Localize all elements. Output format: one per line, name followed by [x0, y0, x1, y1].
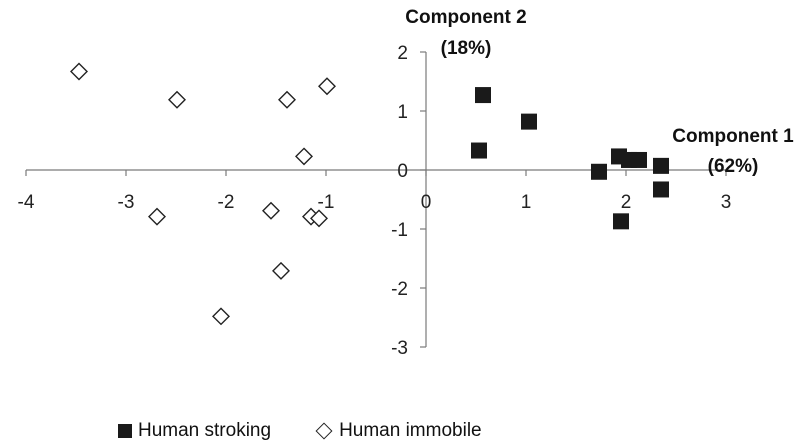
stroking-point [613, 213, 629, 230]
tick-labels: -4 -3 -2 -1 0 1 2 3 2 1 0 -1 -2 -3 [18, 43, 732, 359]
immobile-point [310, 209, 328, 228]
immobile-point [70, 62, 88, 81]
filled-square-marker-icon [118, 424, 132, 438]
immobile-point [168, 90, 186, 109]
stroking-point [471, 142, 487, 159]
y-tick-label: -2 [391, 279, 408, 300]
stroking-point [475, 87, 491, 104]
legend: Human stroking Human immobile [118, 420, 482, 442]
immobile-point [318, 77, 336, 96]
legend-item-stroking: Human stroking [118, 420, 271, 442]
stroking-point [653, 181, 669, 198]
x-tick-label: -2 [218, 192, 235, 213]
y-tick-label: 2 [397, 43, 408, 64]
stroking-point [631, 151, 647, 168]
x-tick-label: -3 [118, 192, 135, 213]
legend-label-stroking: Human stroking [138, 420, 272, 441]
stroking-point [591, 163, 607, 180]
legend-item-immobile: Human immobile [315, 420, 482, 442]
x-tick-label: 1 [521, 192, 532, 213]
x-tick-label: 3 [721, 192, 732, 213]
y-tick-label: 1 [397, 102, 408, 123]
y-tick-label: -3 [391, 338, 408, 359]
x-axis-title-line1: Component 1 [672, 126, 794, 147]
data-points [70, 62, 669, 326]
x-axis-title-line2: (62%) [708, 156, 759, 177]
stroking-point [521, 113, 537, 130]
immobile-point [148, 207, 166, 226]
y-tick-label: -1 [391, 220, 408, 241]
y-axis-title-line2: (18%) [441, 38, 492, 59]
x-tick-label: -1 [318, 192, 335, 213]
y-tick-label: 0 [397, 161, 408, 182]
x-tick-label: -4 [18, 192, 35, 213]
immobile-point [295, 147, 313, 166]
x-tick-label: 0 [421, 192, 432, 213]
axes [25, 51, 727, 348]
immobile-point [278, 90, 296, 109]
open-diamond-marker-icon [315, 422, 333, 440]
immobile-point [212, 307, 230, 326]
x-tick-label: 2 [621, 192, 632, 213]
legend-label-immobile: Human immobile [339, 420, 482, 441]
stroking-point [653, 157, 669, 174]
immobile-point [272, 261, 290, 280]
immobile-point [262, 201, 280, 220]
y-axis-title-line1: Component 2 [405, 7, 526, 28]
